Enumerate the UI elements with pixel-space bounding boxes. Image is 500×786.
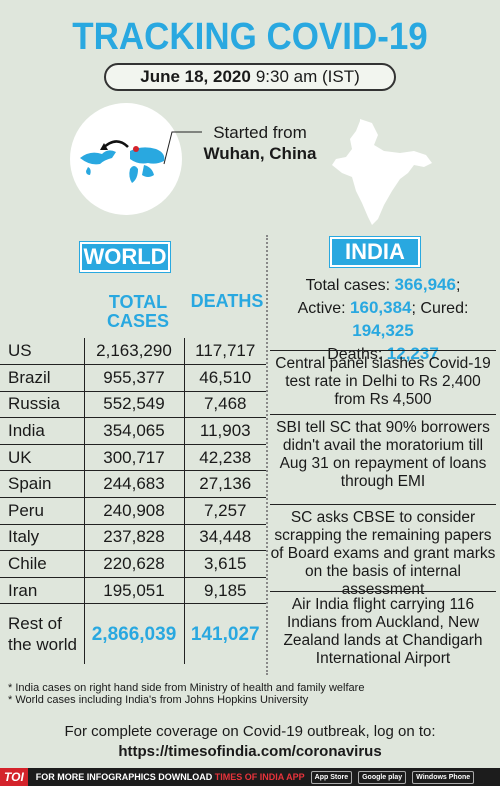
news-item: SBI tell SC that 90% borrowers didn't av… [276,419,490,490]
deaths-cell: 7,257 [184,497,266,525]
india-active-value: 160,384 [350,298,412,317]
country-cell: Chile [0,550,85,578]
country-cell: UK [0,444,85,472]
deaths-cell: 9,185 [184,577,266,605]
coverage-link[interactable]: https://timesofindia.com/coronavirus [118,743,382,760]
news-item: SC asks CBSE to consider scrapping the r… [270,509,496,598]
country-cell: Rest of the world [0,603,85,664]
deaths-cell: 117,717 [184,338,266,366]
column-divider [266,235,268,675]
table-row: Peru 240,908 7,257 [0,497,266,525]
deaths-cell: 141,027 [190,623,260,645]
cases-cell: 237,828 [84,524,185,552]
footnote: * India cases on right hand side from Mi… [8,682,365,694]
world-map-icon [70,103,182,215]
country-cell: India [0,417,85,445]
footer-download-text: FOR MORE INFOGRAPHICS DOWNLOAD [35,772,213,782]
table-row: UK 300,717 42,238 [0,444,266,472]
cases-cell: 955,377 [84,364,185,392]
cases-cell: 220,628 [84,550,185,578]
footer-text: FOR MORE INFOGRAPHICS DOWNLOAD TIMES OF … [36,772,305,782]
table-row: Chile 220,628 3,615 [0,550,266,578]
news-separator [270,350,496,351]
deaths-cell: 7,468 [184,391,266,419]
country-cell: Brazil [0,364,85,392]
cases-cell: 2,866,039 [84,603,185,664]
news-separator [270,504,496,505]
news-separator [270,591,496,592]
cases-cell: 2,163,290 [84,338,185,366]
table-row-rest-of-world: Rest of the world 2,866,039 141,027 [0,603,266,664]
coverage-text: For complete coverage on Covid-19 outbre… [64,723,436,740]
cases-cell: 552,549 [84,391,185,419]
page-title: TRACKING COVID-19 [72,16,428,58]
india-total-label: Total cases: [305,277,391,294]
country-cell: Peru [0,497,85,525]
app-store-badge[interactable]: App Store [310,770,353,784]
news-separator [270,414,496,415]
table-row: India 354,065 11,903 [0,417,266,445]
news-item: Central panel slashes Covid-19 test rate… [275,355,491,408]
country-cell: Iran [0,577,85,605]
table-row: Spain 244,683 27,136 [0,470,266,499]
origin-line2: Wuhan, China [203,144,317,163]
india-cured-label: ; Cured: [411,300,469,317]
date-text: June 18, 2020 [140,67,251,86]
footnote: * World cases including India's from Joh… [8,694,309,706]
coverage-note: For complete coverage on Covid-19 outbre… [0,722,500,762]
footnotes: * India cases on right hand side from Mi… [8,682,488,706]
time-text: 9:30 am (IST) [255,67,360,86]
table-row: Russia 552,549 7,468 [0,391,266,419]
toi-logo: TOI [0,768,28,786]
table-row: Iran 195,051 9,185 [0,577,266,605]
deaths-cell: 3,615 [184,550,266,578]
india-total-value: 366,946 [394,275,456,294]
country-cell: Russia [0,391,85,419]
cases-cell: 244,683 [84,470,185,499]
deaths-cell: 11,903 [184,417,266,445]
table-row: Italy 237,828 34,448 [0,524,266,552]
world-label: WORLD [80,242,170,272]
india-active-label: Active: [297,300,346,317]
cases-cell: 354,065 [84,417,185,445]
date-badge: June 18, 2020 9:30 am (IST) [104,63,396,91]
world-cases-table: US 2,163,290 117,717 Brazil 955,377 46,510 Rus… [0,338,266,664]
india-label: INDIA [330,237,420,267]
google-play-badge[interactable]: Google play [358,770,407,784]
deaths-cell: 42,238 [184,444,266,472]
footer-bar: TOI FOR MORE INFOGRAPHICS DOWNLOAD TIMES… [0,768,500,786]
rest-line1: Rest of [8,614,62,634]
deaths-cell: 34,448 [184,524,266,552]
pointer-line-icon [163,131,202,165]
origin-line1: Started from [213,123,307,142]
india-stats: Total cases: 366,946; Active: 160,384; C… [297,275,469,363]
cases-cell: 300,717 [84,444,185,472]
india-map-icon [320,115,445,225]
header-deaths: DEATHS [190,291,264,311]
country-cell: Spain [0,470,85,499]
country-cell: Italy [0,524,85,552]
country-cell: US [0,338,85,366]
cases-cell: 240,908 [84,497,185,525]
footer-app-name: TIMES OF INDIA APP [214,772,305,782]
deaths-cell: 46,510 [184,364,266,392]
table-row: Brazil 955,377 46,510 [0,364,266,392]
windows-phone-badge[interactable]: Windows Phone [412,770,475,784]
rest-line2: the world [8,635,77,655]
table-row: US 2,163,290 117,717 [0,338,266,366]
header-total-cases: TOTAL CASES [106,292,169,331]
news-item: Air India flight carrying 116 Indians fr… [283,596,483,667]
origin-label: Started from Wuhan, China [200,122,320,164]
cases-cell: 195,051 [84,577,185,605]
india-deaths-value: 12,237 [386,344,439,363]
india-cured-value: 194,325 [352,321,414,340]
deaths-cell: 27,136 [184,470,266,499]
